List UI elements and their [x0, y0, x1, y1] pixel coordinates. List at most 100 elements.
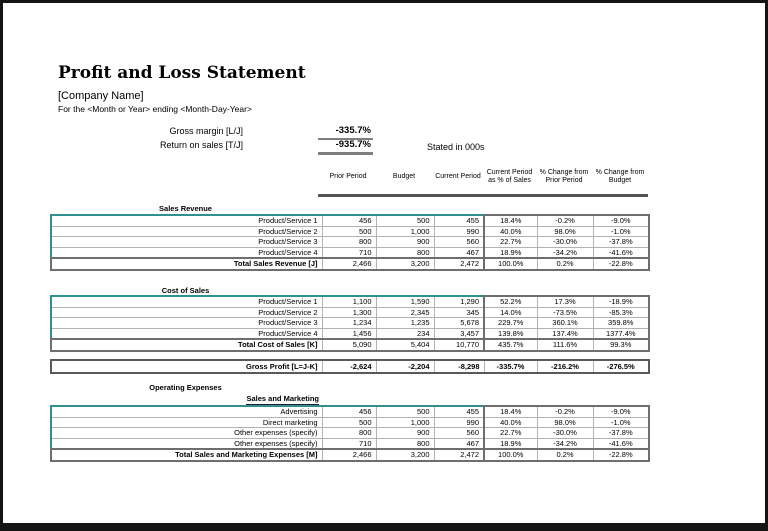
cell: 456 [321, 405, 377, 418]
cell: 800 [321, 427, 377, 439]
cell: 3,200 [375, 257, 435, 271]
cell: 345 [433, 306, 485, 319]
page-title: Profit and Loss Statement [58, 63, 306, 83]
cell: -9.0% [592, 213, 650, 227]
table-row: Product/Service 4 1,456 234 3,457 139.8% 137.… [50, 327, 650, 340]
cell: 710 [321, 437, 377, 450]
cell: 22.7% [483, 236, 538, 248]
cell: 467 [433, 437, 485, 450]
cell: 900 [375, 427, 435, 439]
cell: 500 [321, 416, 377, 429]
cell: -216.2% [536, 359, 594, 374]
cell: -41.6% [592, 437, 650, 450]
return-on-sales-value: -935.7% [335, 139, 371, 150]
row-label: Other expenses (specify) [50, 437, 323, 450]
section-heading-cost-of-sales: Cost of Sales [161, 286, 210, 295]
gross-profit-row: Gross Profit [L=J-K] -2,624 -2,204 -8,298 -3… [50, 359, 650, 374]
row-label: Product/Service 3 [50, 236, 323, 248]
row-label: Gross Profit [L=J-K] [50, 359, 323, 374]
cell: 100.0% [483, 257, 538, 271]
cell: -30.0% [536, 427, 594, 439]
column-header: Prior Period [329, 173, 367, 180]
cell: -73.5% [536, 306, 594, 319]
cell: 2,345 [375, 306, 435, 319]
cell: 560 [433, 236, 485, 248]
cell: 18.9% [483, 246, 538, 259]
cell: 455 [433, 214, 485, 227]
cost-of-sales-table: Product/Service 1 1,100 1,590 1,290 52.2% 17.… [50, 294, 650, 352]
cell: 800 [321, 236, 377, 248]
cell: 500 [375, 214, 435, 227]
cell: 2,472 [433, 257, 485, 271]
cell: 456 [321, 214, 377, 227]
cell: 500 [321, 225, 377, 238]
cell: 18.4% [483, 213, 538, 227]
column-header: Current Period [435, 173, 481, 180]
cell: -9.0% [592, 404, 650, 418]
row-label: Product/Service 4 [50, 327, 323, 340]
cell: 560 [433, 427, 485, 439]
cell: 17.3% [536, 294, 594, 308]
cell: 5,090 [321, 338, 377, 352]
cell: -8,298 [433, 359, 485, 374]
cell: 710 [321, 246, 377, 259]
gross-margin-label: Gross margin [L/J] [169, 126, 243, 136]
cell: 0.2% [536, 257, 594, 271]
cell: 1,290 [433, 295, 485, 308]
return-on-sales-label: Return on sales [T/J] [159, 140, 243, 150]
return-on-sales-underline [318, 152, 373, 155]
table-row: Product/Service 1 456 500 455 18.4% -0.2% -9.0… [50, 213, 650, 227]
sales-marketing-expenses-table: Advertising 456 500 455 18.4% -0.2% -9.0% Direc… [50, 404, 650, 462]
total-row: Total Sales and Marketing Expenses [M] 2,… [50, 448, 650, 462]
cell: -30.0% [536, 236, 594, 248]
cell: 1,456 [321, 327, 377, 340]
cell: 22.7% [483, 427, 538, 439]
cell: -0.2% [536, 404, 594, 418]
column-header: Budget [392, 173, 416, 180]
row-label: Product/Service 1 [50, 214, 323, 227]
cell: 500 [375, 405, 435, 418]
row-label: Total Sales and Marketing Expenses [M] [50, 448, 323, 462]
table-row: Product/Service 2 1,300 2,345 345 14.0% -73.5… [50, 306, 650, 319]
cell: 1,000 [375, 225, 435, 238]
company-name: [Company Name] [58, 90, 144, 102]
cell: 359.8% [592, 317, 650, 329]
table-row: Product/Service 2 500 1,000 990 40.0% 98.0% -1… [50, 225, 650, 238]
cell: -1.0% [592, 416, 650, 429]
cell: 98.0% [536, 416, 594, 429]
cell: -2,204 [375, 359, 435, 374]
row-label: Other expenses (specify) [50, 427, 323, 439]
row-label: Product/Service 3 [50, 317, 323, 329]
cell: 800 [375, 246, 435, 259]
cell: -335.7% [483, 359, 538, 374]
cell: -41.6% [592, 246, 650, 259]
table-row: Product/Service 4 710 800 467 18.9% -34.2% -41… [50, 246, 650, 259]
cell: 467 [433, 246, 485, 259]
row-label: Advertising [50, 405, 323, 418]
column-header-row: Prior Period Budget Current Period Curre… [321, 161, 648, 193]
cell: -18.9% [592, 294, 650, 308]
cell: 139.8% [483, 327, 538, 340]
cell: 229.7% [483, 317, 538, 329]
row-label: Product/Service 4 [50, 246, 323, 259]
cell: -22.8% [592, 448, 650, 462]
cell: 800 [375, 437, 435, 450]
cell: 1,234 [321, 317, 377, 329]
cell: 40.0% [483, 416, 538, 429]
cell: 990 [433, 416, 485, 429]
subsection-heading-sales-and-marketing: Sales and Marketing [246, 394, 319, 405]
cell: 98.0% [536, 225, 594, 238]
gross-margin-value: -335.7% [335, 125, 371, 136]
table-row: Product/Service 1 1,100 1,590 1,290 52.2% 17.… [50, 294, 650, 308]
cell: 14.0% [483, 306, 538, 319]
row-label: Direct marketing [50, 416, 323, 429]
cell: 1,590 [375, 295, 435, 308]
cell: 5,404 [375, 338, 435, 352]
cell: 3,200 [375, 448, 435, 462]
total-row: Total Cost of Sales [K] 5,090 5,404 10,770 4… [50, 338, 650, 352]
cell: -0.2% [536, 213, 594, 227]
cell: 1,235 [375, 317, 435, 329]
table-row: Other expenses (specify) 800 900 560 22.7% -3… [50, 427, 650, 439]
cell: -37.8% [592, 427, 650, 439]
cell: -34.2% [536, 437, 594, 450]
